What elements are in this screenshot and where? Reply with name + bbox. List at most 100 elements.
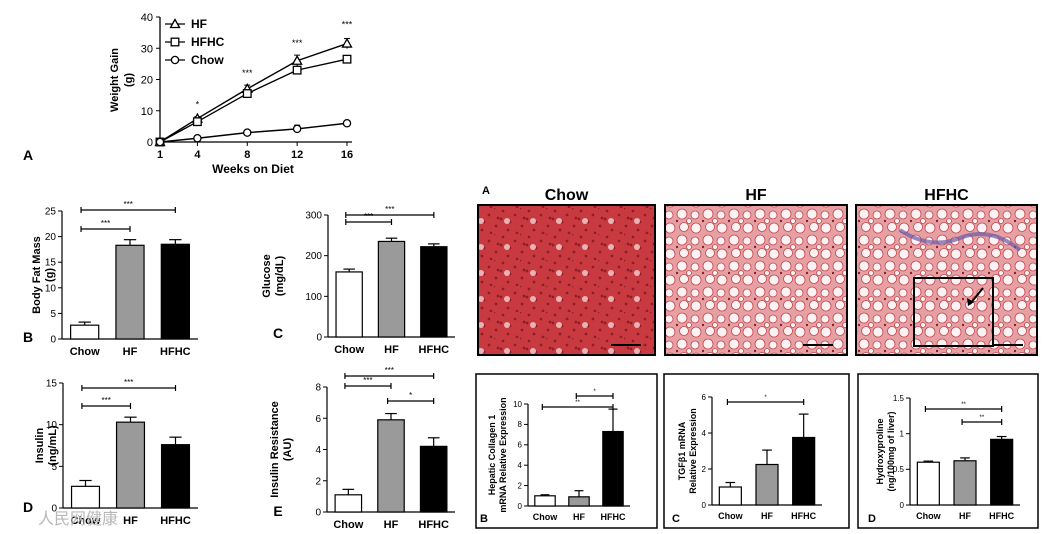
x-tick-label: HFHC — [418, 519, 449, 531]
histology-title: HFHC — [924, 187, 969, 204]
x-tick-label: HFHC — [160, 515, 191, 527]
bar-hfhc — [419, 445, 448, 513]
x-tick-label: Chow — [718, 511, 743, 521]
y-tick-label: 4 — [702, 429, 707, 438]
y-tick-label: 25 — [45, 207, 57, 218]
significance-label: *** — [124, 200, 133, 209]
x-tick-label: HF — [761, 511, 773, 521]
legend: HF HFHC Chow — [165, 17, 225, 67]
bar-hf — [953, 460, 977, 506]
x-tick-label: HFHC — [419, 344, 450, 356]
significance-label: * — [196, 100, 200, 110]
histology-chow: Chow — [477, 187, 656, 356]
bar-hf — [377, 240, 406, 338]
y-axis-label: Insulin — [34, 428, 46, 464]
chart-hydroxy: 0 0.5 1 1.5 Chow HF HFHC ** ** Hydroxyproline (ng/… — [875, 394, 1020, 521]
histology-image — [664, 204, 848, 356]
panel-letter-right-a: A — [482, 185, 490, 197]
y-axis-label: TGFβ1 mRNA — [677, 421, 687, 480]
y-tick-label: 0 — [316, 333, 322, 344]
y-tick-label: 2 — [518, 481, 523, 490]
square-marker — [292, 65, 302, 75]
circle-marker — [155, 137, 165, 147]
circle-marker — [243, 128, 252, 137]
significance-label: *** — [364, 212, 373, 221]
legend-label: Chow — [191, 53, 224, 67]
y-tick-label: 5 — [51, 462, 57, 473]
chart-frame-1 — [663, 373, 850, 529]
bar-chow — [70, 324, 100, 340]
chart-tgfb: 0 2 4 6 Chow HF HFHC * TGFβ1 mRNA Relative Expres… — [677, 393, 822, 521]
triangle-marker — [169, 18, 181, 29]
square-marker — [242, 89, 252, 99]
x-tick-label: Chow — [71, 515, 101, 527]
histology-hf: HF — [664, 187, 848, 356]
significance-label: * — [409, 391, 412, 400]
x-tick-label: HF — [959, 511, 971, 521]
legend-label: HF — [191, 17, 207, 31]
significance-label: * — [764, 395, 767, 401]
triangle-marker — [341, 37, 353, 48]
histology-hfhc: HFHC — [855, 187, 1038, 356]
chart-frame-0 — [475, 373, 658, 529]
y-tick-label: 0 — [702, 501, 707, 510]
chart-weight: 0 10 20 30 40 1 4 8 12 16 Weeks on Diet Weight Gain… — [109, 12, 353, 176]
x-tick-label: HF — [384, 344, 399, 356]
x-tick-label: HF — [384, 519, 399, 531]
inset-box — [913, 277, 994, 347]
panel-letter-a: A — [23, 147, 33, 163]
histology-image — [855, 204, 1038, 356]
y-tick-label: 2 — [702, 465, 707, 474]
panel-letter-right-d: D — [868, 513, 876, 525]
panel-letter-c: C — [273, 325, 283, 341]
significance-label: *** — [385, 205, 394, 214]
bar-chow — [718, 486, 742, 506]
x-tick-label: 1 — [157, 149, 163, 161]
bar-chow — [335, 271, 363, 338]
y-tick-label: 1.5 — [893, 394, 905, 403]
significance-label: ** — [575, 400, 580, 406]
y-tick-label: 15 — [46, 379, 58, 390]
y-tick-label: 6 — [518, 441, 523, 450]
y-tick-label: 20 — [45, 232, 57, 243]
bar-chow — [334, 494, 363, 513]
chart-bodyfat: 0 5 10 15 20 25 Chow HF HFHC *** *** Body Fat Mass(… — [31, 200, 198, 358]
y-tick-label: 6 — [702, 393, 707, 402]
x-tick-label: Chow — [533, 512, 558, 522]
y-tick-label: 0 — [147, 137, 153, 149]
y-tick-label: 4 — [518, 461, 523, 470]
y-axis-label: (mg/dL) — [274, 256, 286, 297]
bar-hfhc — [602, 430, 624, 507]
y-axis-label: (AU) — [282, 438, 294, 462]
y-tick-label: 30 — [141, 43, 153, 55]
square-marker — [342, 54, 352, 64]
fibrosis-streak — [898, 228, 1022, 252]
chart-insulin: 0 5 10 15 Chow HF HFHC *** *** Insulin (ng/mL) — [34, 378, 198, 527]
y-axis-label: (g) — [44, 268, 56, 282]
x-tick-label: HFHC — [989, 511, 1014, 521]
y-axis-label: Weight Gain — [109, 48, 121, 112]
y-axis-label: (ng/mL) — [47, 425, 59, 466]
y-tick-label: 200 — [305, 251, 322, 262]
circle-marker — [170, 55, 180, 65]
x-tick-label: Chow — [333, 519, 363, 531]
bar-chow — [534, 495, 556, 507]
y-tick-label: 10 — [46, 420, 58, 431]
x-tick-label: 4 — [194, 149, 201, 161]
x-tick-label: Chow — [334, 344, 364, 356]
legend-label: HFHC — [191, 35, 225, 49]
panel-letter-right-b: B — [480, 513, 488, 525]
chart-frame-2 — [857, 373, 1039, 529]
x-tick-label: 12 — [291, 149, 303, 161]
y-tick-label: 300 — [305, 211, 322, 222]
y-axis-label: (ng/100mg of liver) — [886, 411, 896, 491]
y-axis-label: Glucose — [261, 254, 273, 297]
y-tick-label: 40 — [141, 12, 153, 24]
watermark: 人民网健康 — [38, 510, 118, 528]
x-tick-label: Chow — [70, 346, 100, 358]
y-tick-label: 0 — [50, 335, 56, 346]
significance-label: *** — [342, 20, 353, 30]
bar-hfhc — [160, 444, 191, 509]
